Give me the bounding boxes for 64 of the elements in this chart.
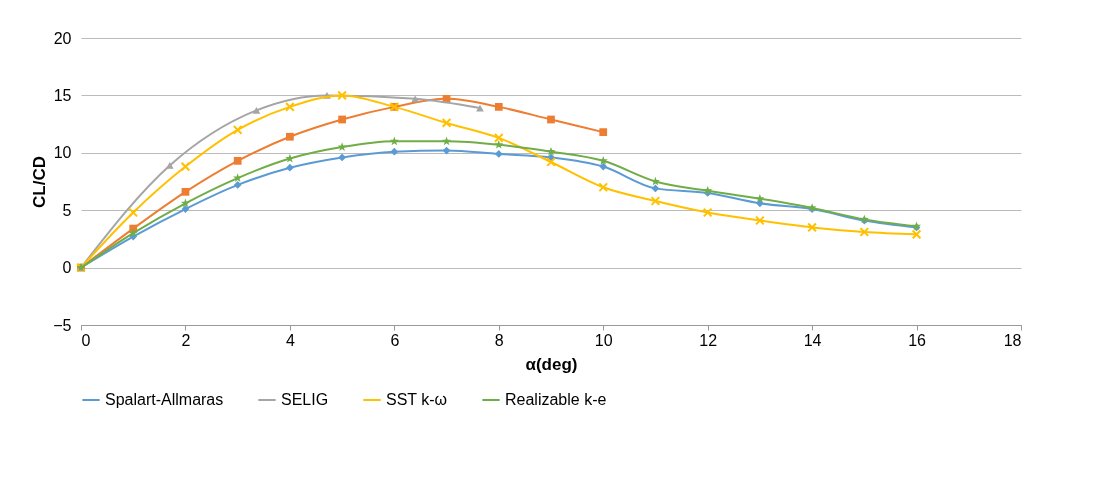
- point: [546, 146, 556, 156]
- point: [337, 90, 347, 101]
- y-tick-label: 5: [62, 201, 72, 219]
- point: [286, 132, 294, 141]
- x-tick-label: 6: [390, 331, 400, 349]
- y-tick-label: 0: [62, 259, 72, 277]
- point: [180, 198, 190, 208]
- point: [180, 161, 191, 172]
- point: [128, 228, 138, 237]
- x-tick-label: 0: [81, 331, 91, 349]
- x-tick-label: 14: [803, 331, 822, 349]
- point: [859, 227, 870, 237]
- point: [252, 106, 261, 114]
- point: [128, 207, 139, 218]
- point: [181, 187, 190, 196]
- point: [232, 124, 243, 135]
- legend-label: SELIG: [281, 391, 329, 408]
- point: [441, 118, 452, 128]
- y-tick-label: 10: [53, 144, 72, 162]
- legend-label: SST k-ω: [386, 391, 448, 408]
- x-tick-label: 2: [181, 331, 191, 349]
- point: [703, 185, 713, 195]
- point: [165, 162, 174, 169]
- point: [285, 102, 295, 112]
- y-tick-label: 15: [53, 86, 72, 104]
- x-tick-label: 18: [1003, 331, 1022, 349]
- point: [807, 222, 817, 233]
- point: [650, 196, 661, 206]
- y-axis-title: CL/CD: [30, 156, 50, 208]
- point: [702, 207, 713, 218]
- point: [390, 147, 399, 156]
- x-tick-label: 16: [908, 331, 927, 349]
- point: [337, 142, 347, 151]
- x-tick-label: 4: [285, 331, 295, 349]
- y-tick-label: −5: [53, 316, 72, 334]
- point: [233, 181, 242, 189]
- point: [442, 136, 452, 146]
- point: [338, 153, 346, 162]
- point: [494, 150, 503, 158]
- point: [598, 182, 609, 193]
- point: [286, 163, 294, 172]
- legend-label: Spalart-Allmaras: [105, 391, 224, 408]
- point: [546, 157, 556, 167]
- x-axis-title: α(deg): [525, 354, 578, 374]
- point: [389, 136, 399, 146]
- x-tick-label: 12: [699, 331, 718, 349]
- legend-label: Realizable k-e: [505, 391, 607, 408]
- point: [181, 205, 190, 213]
- point: [547, 115, 555, 124]
- point: [755, 193, 765, 203]
- point: [651, 184, 660, 193]
- x-tick-label: 8: [494, 331, 504, 349]
- point: [599, 162, 608, 171]
- point: [493, 133, 504, 143]
- point: [338, 115, 346, 124]
- point: [411, 95, 420, 103]
- point: [599, 128, 608, 137]
- x-tick-label: 10: [594, 331, 613, 349]
- point: [494, 140, 504, 149]
- point: [911, 229, 922, 240]
- point: [233, 156, 242, 165]
- point: [494, 103, 503, 111]
- y-tick-label: 20: [53, 29, 72, 47]
- point: [755, 215, 765, 226]
